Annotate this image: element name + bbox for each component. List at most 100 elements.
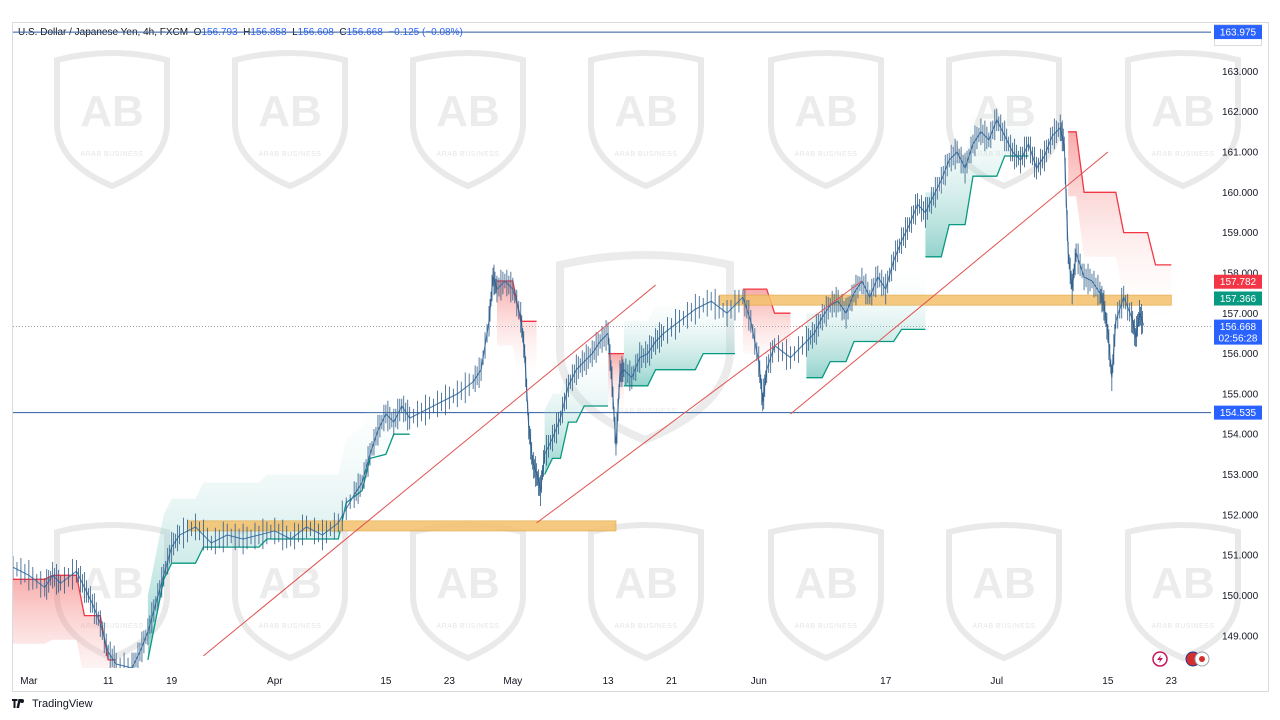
price-axis[interactable]: 163.000 162.000 161.000 160.000 159.000 158.0… xyxy=(1214,25,1262,642)
price-tick-label: 156.000 xyxy=(1222,349,1259,360)
logo-mark: AB xyxy=(258,87,322,136)
watermark-text: ARAB BUSINESS xyxy=(1152,151,1215,158)
time-axis[interactable]: Mar 11 19 Apr 15 23 May 13 21 Jun 17 Jul 15 23 xyxy=(20,676,1177,687)
support-resistance-zone[interactable] xyxy=(187,520,617,532)
logo-mark: AB xyxy=(614,87,678,136)
watermark-layer: AB ARAB BUSINESS AB ARAB BUSINESS AB ARAB BUS… xyxy=(54,50,1241,662)
supertrend-down-line xyxy=(1068,131,1172,266)
watermark-logo: AB ARAB BUSINESS xyxy=(946,522,1062,662)
price-tick-label: 158.000 xyxy=(1222,268,1259,279)
shield-icon xyxy=(946,522,1062,662)
watermark-logo: AB ARAB BUSINESS xyxy=(1125,50,1241,190)
shield-icon xyxy=(410,50,526,190)
logo-mark: AB xyxy=(794,559,858,608)
watermark-logo: AB ARAB BUSINESS xyxy=(1125,522,1241,662)
countdown-label: 02:56:28 xyxy=(1219,334,1258,345)
price-tick-label: 153.000 xyxy=(1222,470,1259,481)
price-tick-label: 162.000 xyxy=(1222,107,1259,118)
watermark-text: ARAB BUSINESS xyxy=(437,151,500,158)
chart-frame xyxy=(12,22,1269,692)
shield-icon xyxy=(54,50,170,190)
supertrend-up-fill xyxy=(147,369,410,660)
price-tick-label: 149.000 xyxy=(1222,631,1259,642)
price-tick-label: 150.000 xyxy=(1222,591,1259,602)
time-tick-label: 13 xyxy=(602,676,614,687)
shield-icon xyxy=(768,522,884,662)
level-price-tag-label: 163.975 xyxy=(1220,28,1257,39)
watermark-logo: AB ARAB BUSINESS xyxy=(54,50,170,190)
time-tick-label: May xyxy=(503,676,522,687)
lightning-bolt xyxy=(1157,655,1163,663)
watermark-text: ARAB BUSINESS xyxy=(615,623,678,630)
lightning-icon[interactable] xyxy=(1152,651,1168,667)
currency-flags-icon[interactable] xyxy=(1185,651,1210,667)
price-tick-label: 157.000 xyxy=(1222,309,1259,320)
indicator-price-tag[interactable] xyxy=(1214,274,1262,289)
watermark-text: ARAB BUSINESS xyxy=(81,151,144,158)
watermark-logo: AB ARAB BUSINESS xyxy=(768,50,884,190)
watermark-logo: AB ARAB BUSINESS xyxy=(588,50,704,190)
brand-label: TradingView xyxy=(32,698,93,710)
watermark-text: ARAB BUSINESS xyxy=(795,623,858,630)
trendline[interactable] xyxy=(790,151,1109,415)
logo-mark: AB xyxy=(436,559,500,608)
watermark-text: ARAB BUSINESS xyxy=(614,408,677,415)
supertrend-down-fill xyxy=(497,281,537,386)
time-tick-label: Jul xyxy=(990,676,1003,687)
time-tick-label: 11 xyxy=(103,676,114,687)
shield-icon xyxy=(232,50,348,190)
supertrend-up-fill xyxy=(806,264,926,378)
trendline[interactable] xyxy=(203,284,656,657)
supertrend-up-line xyxy=(544,405,608,475)
logo-mark: AB xyxy=(1151,559,1215,608)
supertrend-up-line xyxy=(925,155,1029,258)
indicator-price-tag-label: 157.366 xyxy=(1220,294,1257,305)
logo-mark: AB xyxy=(972,559,1036,608)
tradingview-logo-icon xyxy=(12,699,24,708)
time-tick-label: 17 xyxy=(880,676,892,687)
watermark-logo: AB ARAB BUSINESS xyxy=(768,522,884,662)
watermark-text: ARAB BUSINESS xyxy=(259,151,322,158)
level-price-tag-label: 154.535 xyxy=(1220,408,1257,419)
watermark-text: ARAB BUSINESS xyxy=(437,623,500,630)
watermark-text: ARAB BUSINESS xyxy=(795,151,858,158)
shield-icon xyxy=(946,50,1062,190)
price-tick-label: 151.000 xyxy=(1222,551,1259,562)
supertrend-up-line xyxy=(623,352,735,387)
trendline[interactable] xyxy=(536,280,863,524)
watermark-text: ARAB BUSINESS xyxy=(615,151,678,158)
time-tick-label: Apr xyxy=(267,676,283,687)
price-tick-label: 155.000 xyxy=(1222,389,1259,400)
supertrend-up-fill xyxy=(544,341,608,475)
supertrend-up-fill xyxy=(623,289,735,386)
current-price-tag[interactable] xyxy=(1214,319,1262,345)
watermark-text: ARAB BUSINESS xyxy=(81,623,144,630)
shield-icon xyxy=(1125,50,1241,190)
current-price-tag-label: 156.668 xyxy=(1220,322,1257,333)
time-tick-label: Jun xyxy=(751,676,767,687)
watermark-logo: AB ARAB BUSINESS xyxy=(410,522,526,662)
indicator-price-tag[interactable] xyxy=(1214,291,1262,306)
price-tick-label: 159.000 xyxy=(1222,228,1259,239)
price-tick-label: 160.000 xyxy=(1222,188,1259,199)
logo-mark: AB xyxy=(436,87,500,136)
logo-mark: AB xyxy=(794,87,858,136)
time-tick-label: 21 xyxy=(666,676,678,687)
footer: TradingView xyxy=(12,698,93,710)
level-price-tag[interactable] xyxy=(1214,405,1262,420)
price-tick-label: 163.000 xyxy=(1222,67,1259,78)
flag-jp-dot xyxy=(1199,656,1205,662)
lightning-ring xyxy=(1152,651,1168,667)
time-tick-label: 23 xyxy=(444,676,456,687)
time-tick-label: 15 xyxy=(380,676,392,687)
indicator-price-tag-label: 157.782 xyxy=(1220,277,1257,288)
supertrend-down-fill xyxy=(13,575,117,668)
shield-icon xyxy=(588,522,704,662)
logo-mark: AB xyxy=(1151,87,1215,136)
supertrend-up-line xyxy=(806,328,926,379)
logo-mark: AB xyxy=(614,559,678,608)
watermark-logo: AB ARAB BUSINESS xyxy=(588,522,704,662)
level-price-tag[interactable] xyxy=(1214,25,1262,40)
shield-icon xyxy=(768,50,884,190)
